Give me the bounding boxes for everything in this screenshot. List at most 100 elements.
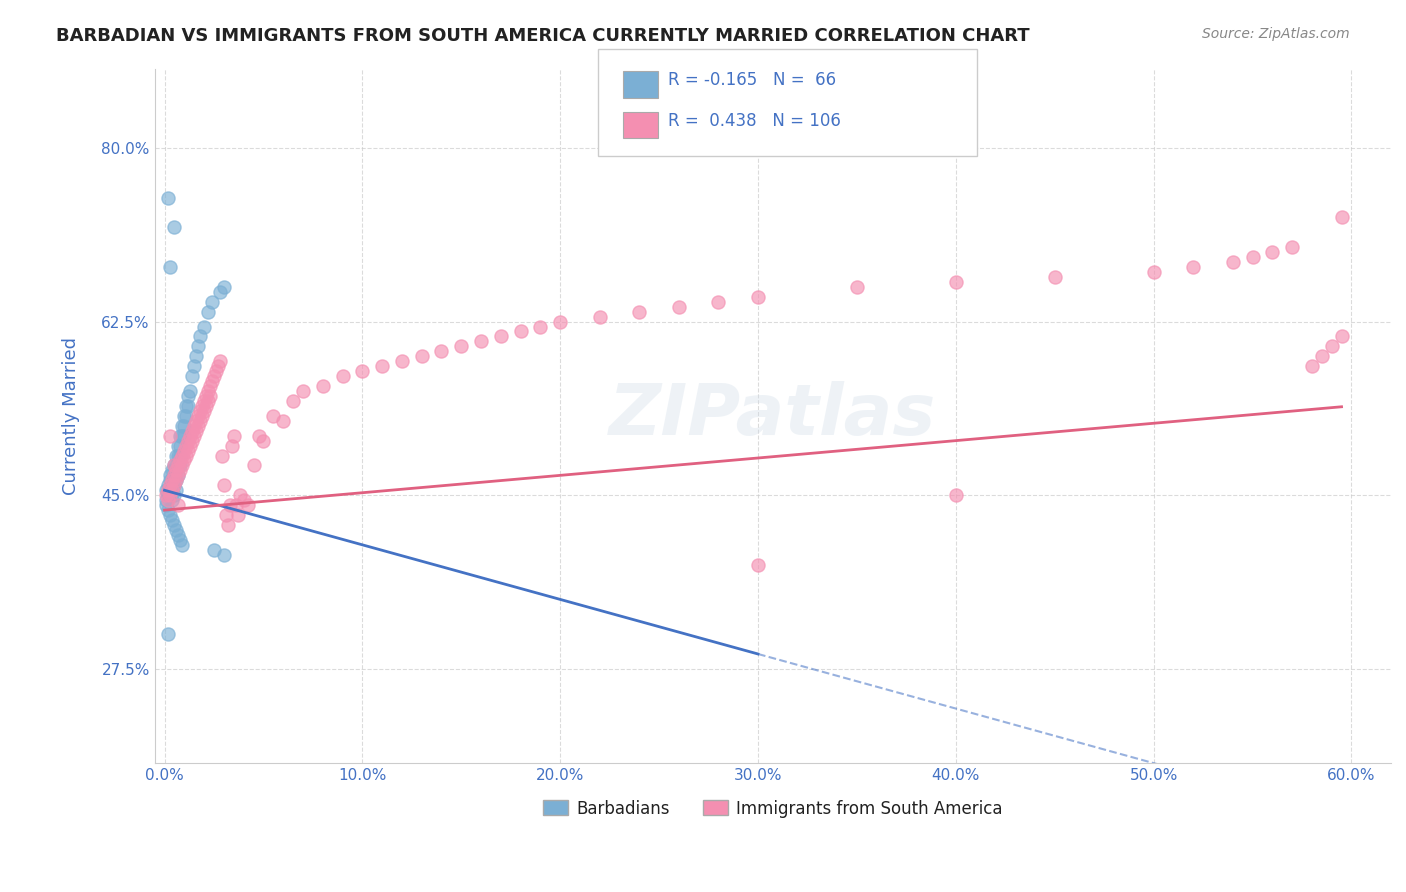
Point <box>228 488 250 502</box>
Point <box>181 434 204 448</box>
Text: R = -0.165   N =  66: R = -0.165 N = 66 <box>668 71 837 89</box>
Point <box>470 334 492 349</box>
Point <box>186 414 208 428</box>
Point <box>169 439 191 453</box>
Point <box>167 449 190 463</box>
Point <box>1261 245 1284 260</box>
Text: BARBADIAN VS IMMIGRANTS FROM SOUTH AMERICA CURRENTLY MARRIED CORRELATION CHART: BARBADIAN VS IMMIGRANTS FROM SOUTH AMERI… <box>56 27 1029 45</box>
Point <box>945 488 967 502</box>
Point <box>1301 359 1323 374</box>
Point <box>157 503 180 517</box>
Point <box>159 488 181 502</box>
Point <box>165 473 187 487</box>
Point <box>159 428 181 442</box>
Point <box>169 449 191 463</box>
Point <box>217 518 239 533</box>
Point <box>167 439 190 453</box>
Point <box>181 369 204 384</box>
Point <box>159 473 181 487</box>
Point <box>201 374 224 388</box>
Point <box>162 473 184 487</box>
Point <box>179 428 201 442</box>
Point <box>159 478 181 492</box>
Point <box>169 453 191 467</box>
Point <box>747 290 769 304</box>
Point <box>187 418 209 433</box>
Point <box>174 439 197 453</box>
Point <box>179 384 201 398</box>
Point <box>271 414 294 428</box>
Point <box>173 443 195 458</box>
Point <box>162 493 184 508</box>
Point <box>186 349 208 363</box>
Point <box>163 518 186 533</box>
Point <box>157 627 180 641</box>
Point <box>163 468 186 483</box>
Point <box>157 190 180 204</box>
Point <box>159 483 181 498</box>
Point <box>589 310 612 324</box>
Point <box>165 449 187 463</box>
Point <box>163 478 186 492</box>
Point <box>218 498 240 512</box>
Point <box>1241 250 1264 264</box>
Text: ZIPatlas: ZIPatlas <box>609 381 936 450</box>
Point <box>371 359 394 374</box>
Point <box>163 458 186 473</box>
Point <box>226 508 249 522</box>
Point <box>169 458 191 473</box>
Point <box>157 478 180 492</box>
Point <box>195 389 218 403</box>
Point <box>1182 260 1205 274</box>
Point <box>157 483 180 498</box>
Point <box>169 533 191 547</box>
Point <box>215 508 238 522</box>
Point <box>1043 269 1066 284</box>
Point <box>212 548 235 562</box>
Point <box>193 319 215 334</box>
Point <box>208 285 231 299</box>
Point <box>163 463 186 477</box>
Point <box>222 428 245 442</box>
Point <box>183 428 205 442</box>
Point <box>529 319 551 334</box>
Point <box>165 458 187 473</box>
Point <box>198 389 221 403</box>
Point <box>509 325 531 339</box>
Point <box>167 528 190 542</box>
Point <box>174 399 197 413</box>
Point <box>169 428 191 442</box>
Point <box>201 294 224 309</box>
Point <box>186 424 208 438</box>
Point <box>165 463 187 477</box>
Point <box>172 458 194 473</box>
Point <box>191 409 214 423</box>
Point <box>1310 349 1333 363</box>
Point <box>207 359 229 374</box>
Point <box>193 393 215 408</box>
Point <box>165 483 187 498</box>
Point <box>191 399 214 413</box>
Point <box>177 443 200 458</box>
Point <box>157 488 180 502</box>
Point <box>198 379 221 393</box>
Point <box>225 498 247 512</box>
Point <box>352 364 374 378</box>
Point <box>197 393 219 408</box>
Point <box>747 558 769 572</box>
Point <box>1320 339 1343 353</box>
Point <box>202 369 225 384</box>
Point <box>174 409 197 423</box>
Point <box>173 453 195 467</box>
Point <box>845 280 868 294</box>
Point <box>163 488 186 502</box>
Point <box>173 409 195 423</box>
Point <box>548 314 571 328</box>
Point <box>195 399 218 413</box>
Point <box>183 418 205 433</box>
Point <box>155 493 177 508</box>
Point <box>1142 265 1164 279</box>
Point <box>212 478 235 492</box>
Point <box>162 463 184 477</box>
Point <box>167 468 190 483</box>
